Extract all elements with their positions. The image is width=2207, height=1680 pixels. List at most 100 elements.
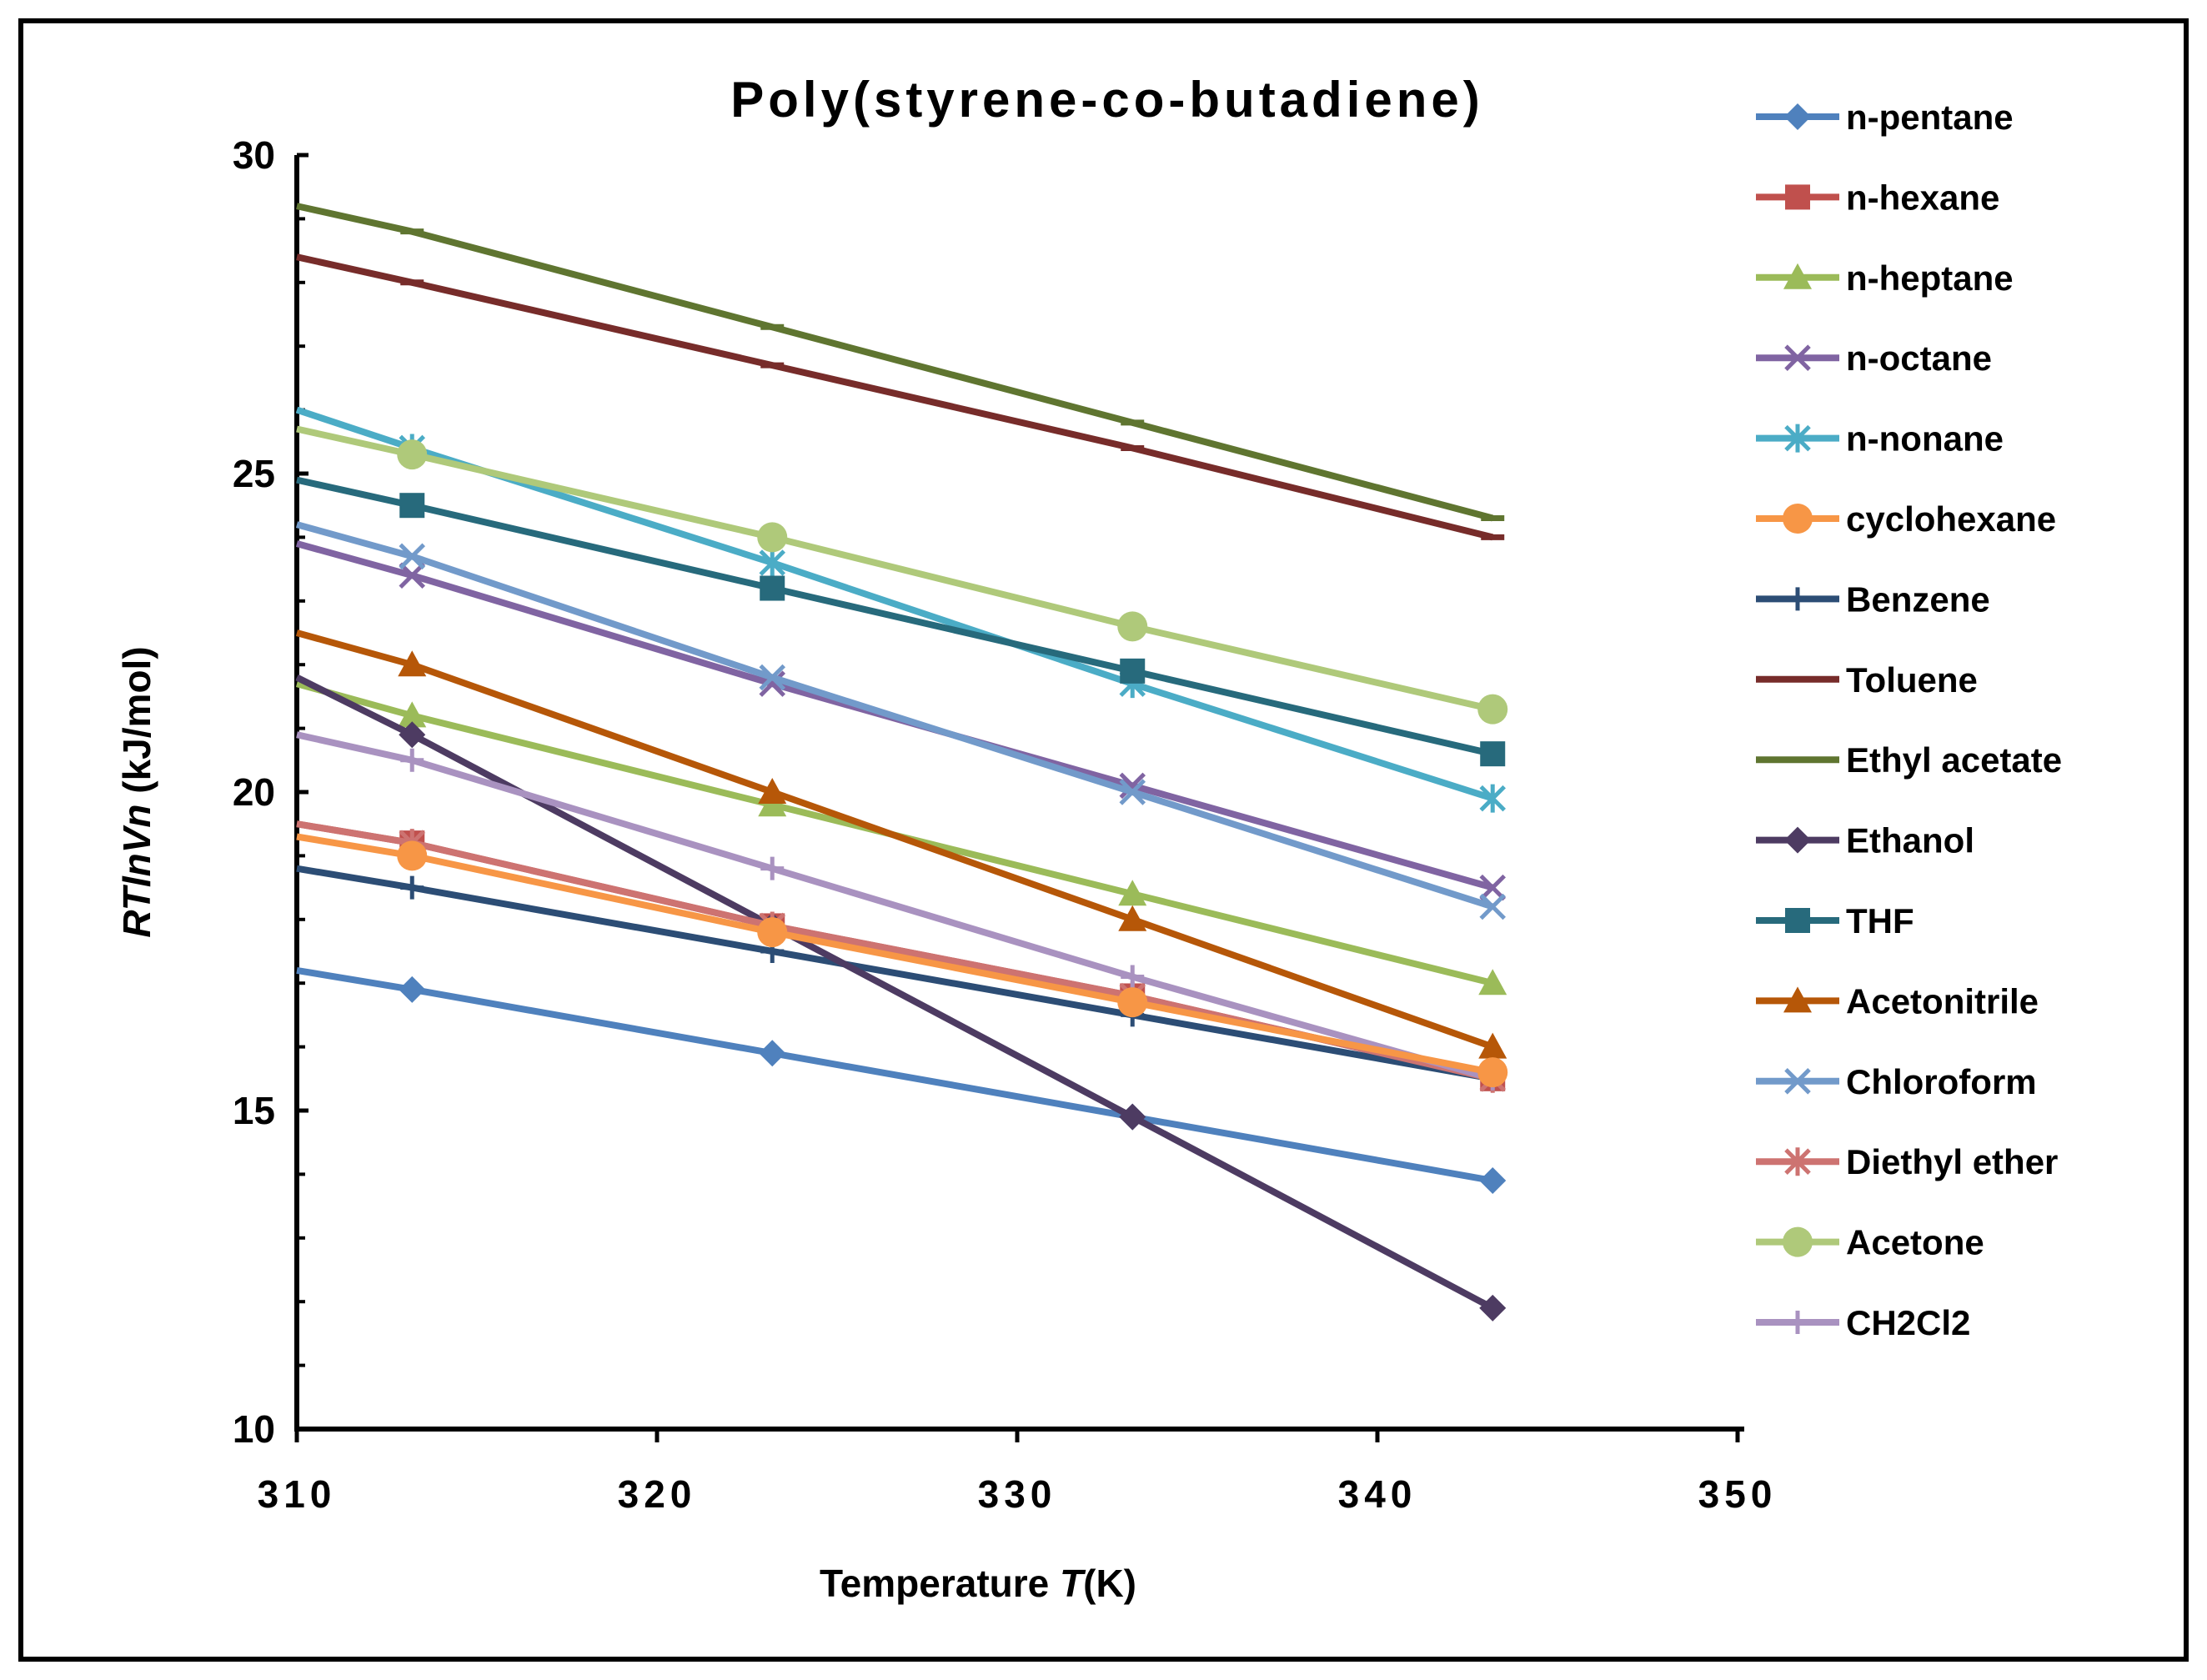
legend-item-thf: THF [1756,901,1914,940]
series-line-ch2cl2 [296,731,1494,1082]
chart-frame: Poly(styrene-co-butadiene) 10 15 20 25 30 31… [18,18,2189,1662]
legend-item-diethyl-ether: Diethyl ether [1756,1142,2058,1181]
legend-label: n-hexane [1846,178,1999,217]
legend-item-n-hexane: n-hexane [1756,178,1999,217]
data-point-n-heptane [1478,969,1507,995]
legend-label: Ethanol [1846,821,1974,860]
series-line-ethanol [295,674,1495,1311]
data-point-chloroform [759,664,786,691]
legend-label: Diethyl ether [1846,1142,2058,1181]
legend-label: n-heptane [1846,258,2014,298]
data-point-cyclohexane [1477,1057,1508,1088]
legend-marker [1784,1068,1811,1095]
data-point-n-heptane [398,701,427,728]
series-line-cyclohexane [296,833,1493,1076]
series-line-thf [296,476,1494,758]
legend-item-chloroform: Chloroform [1756,1062,2037,1101]
data-point-n-octane [1479,874,1507,901]
chart-svg: Poly(styrene-co-butadiene) 10 15 20 25 30 31… [115,72,2062,1605]
data-point-acetone [397,439,428,470]
data-point-acetonitrile [758,778,787,804]
legend-item-cyclohexane: cyclohexane [1756,499,2056,539]
data-point-n-octane [399,562,426,589]
y-tick-label: 20 [233,770,275,814]
legend-label: n-octane [1846,339,1992,378]
y-tick-label: 30 [233,133,275,177]
data-point-n-heptane [1118,880,1147,906]
data-point-chloroform [1479,893,1507,920]
legend-marker [1783,1226,1813,1257]
legend-marker [1783,986,1812,1013]
legend-marker [1786,1311,1809,1334]
legend: n-pentane n-hexane n-heptane n-octane n-nona… [1756,98,2062,1342]
legend-label: Acetonitrile [1846,981,2039,1021]
chart-title: Poly(styrene-co-butadiene) [730,72,1483,128]
x-tick-label: 330 [978,1472,1057,1516]
legend-item-n-octane: n-octane [1756,339,1992,378]
series-line-benzene [296,865,1493,1082]
x-ticks: 310 320 330 340 350 [258,1429,1778,1516]
data-point-n-pentane [399,975,426,1003]
x-tick-label: 310 [258,1472,337,1516]
data-point-chloroform [399,543,426,570]
legend-item-ethyl-acetate: Ethyl acetate [1756,740,2062,780]
data-point-acetone [1477,694,1508,725]
series-thf [296,476,1506,767]
legend-item-ethanol: Ethanol [1756,821,1974,860]
legend-label: THF [1846,901,1914,940]
series-cyclohexane [296,833,1508,1088]
y-tick-label: 10 [233,1407,275,1451]
x-tick-label: 350 [1698,1472,1778,1516]
data-point-n-nonane [759,548,786,577]
series-acetone [296,425,1508,725]
legend-item-ch2cl2: CH2Cl2 [1756,1303,1970,1342]
data-point-acetonitrile [1118,905,1147,931]
legend-item-n-pentane: n-pentane [1756,98,2014,137]
data-point-thf [760,575,785,601]
data-point-acetone [757,522,788,553]
series-n-pentane [296,966,1507,1195]
y-ticks: 10 15 20 25 30 [233,133,308,1451]
legend-label: Benzene [1846,579,1990,619]
data-point-n-nonane [1479,784,1507,813]
legend-marker [1785,908,1810,933]
series-ethyl-acetate [296,203,1505,522]
legend-label: n-nonane [1846,419,2004,459]
data-point-benzene [400,875,424,900]
y-tick-label: 15 [233,1089,275,1132]
legend-label: Toluene [1846,660,1978,700]
data-point-ethanol [399,721,426,749]
data-point-n-pentane [759,1040,786,1067]
series-line-n-pentane [296,966,1493,1184]
series-chloroform [295,521,1507,920]
legend-item-benzene: Benzene [1756,579,1990,619]
legend-marker [1784,424,1811,453]
data-point-cyclohexane [1117,987,1148,1018]
series-acetonitrile [295,629,1507,1059]
x-tick-label: 320 [618,1472,697,1516]
data-point-ch2cl2 [400,748,424,772]
legend-marker [1784,103,1811,130]
data-point-chloroform [1119,779,1146,805]
data-point-ethanol [1119,1103,1146,1131]
legend-marker [1783,504,1813,534]
series-line-toluene [296,253,1494,541]
series-toluene [296,253,1505,541]
legend-label: Acetone [1846,1223,1984,1262]
data-point-acetonitrile [398,650,427,677]
legend-marker [1784,344,1811,371]
data-point-cyclohexane [757,917,788,948]
legend-label: cyclohexane [1846,499,2056,539]
series-n-octane [295,540,1507,901]
legend-marker [1784,826,1811,854]
series-benzene [296,865,1505,1091]
legend-marker [1786,587,1809,611]
legend-marker [1784,1147,1811,1176]
legend-item-n-heptane: n-heptane [1756,258,2014,298]
x-tick-label: 340 [1338,1472,1417,1516]
legend-label: Chloroform [1846,1062,2037,1101]
legend-label: CH2Cl2 [1846,1303,1970,1342]
data-point-acetone [1117,611,1148,642]
data-point-cyclohexane [397,840,428,871]
legend-marker [1783,263,1812,289]
